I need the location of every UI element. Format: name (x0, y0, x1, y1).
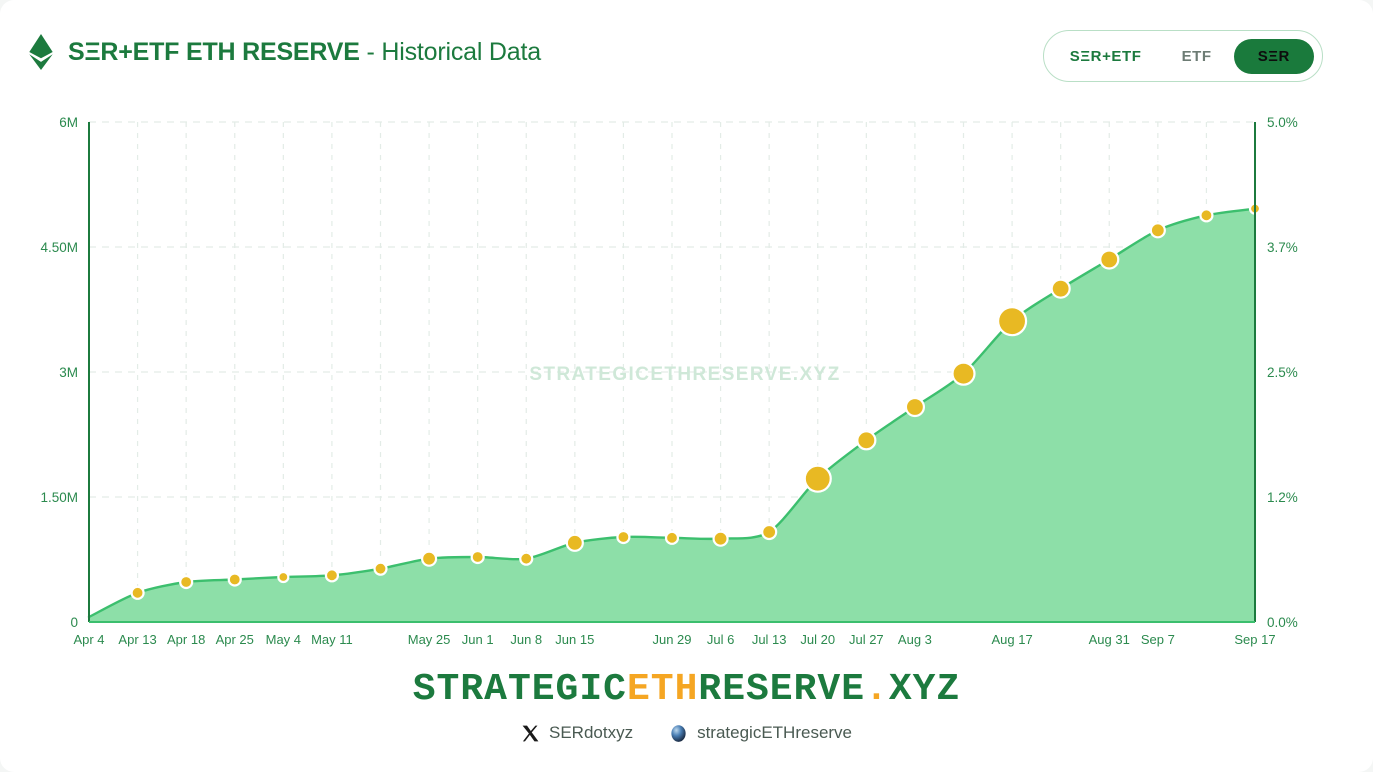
social-links: SERdotxyz strategicETHreserve (0, 723, 1373, 743)
data-point-marker[interactable] (1050, 278, 1071, 299)
brand-part-1: STRATEGIC (412, 668, 627, 711)
x-axis-tick: May 25 (408, 632, 451, 647)
x-axis-tick: Sep 17 (1234, 632, 1275, 647)
data-point-marker[interactable] (904, 396, 926, 418)
toggle-ser-plus-etf[interactable]: SΞR+ETF (1052, 39, 1160, 74)
x-axis-tick: Jul 6 (707, 632, 734, 647)
data-point-marker[interactable] (324, 568, 340, 583)
data-point-marker[interactable] (803, 464, 832, 493)
x-axis-tick: Jun 29 (652, 632, 691, 647)
x-axis-labels: Apr 4 Apr 13 Apr 18 Apr 25 May 4 May 11 May 25… (73, 632, 1275, 647)
x-axis-tick: Aug 3 (898, 632, 932, 647)
data-point-marker[interactable] (179, 574, 194, 590)
historical-reserve-area-chart[interactable]: STRATEGICETHRESERVE.XYZ 01.50M3M4.50M6M … (0, 106, 1373, 658)
x-axis-tick: Jul 13 (752, 632, 787, 647)
x-axis-tick: Sep 7 (1141, 632, 1175, 647)
dataset-toggle-group[interactable]: SΞR+ETF ETF SΞR (1042, 30, 1323, 82)
x-twitter-icon (522, 725, 539, 741)
x-axis-tick: May 4 (266, 632, 301, 647)
brand-dot: . (865, 668, 889, 711)
social-link-x[interactable]: SERdotxyz (521, 723, 633, 743)
ethereum-diamond-icon (29, 34, 53, 70)
x-axis-tick: May 11 (311, 632, 353, 647)
reserve-area-fill (89, 208, 1255, 623)
site-footer: STRATEGICETHRESERVE.XYZ SERdotxyz (0, 658, 1373, 772)
data-point-marker[interactable] (277, 570, 290, 584)
data-point-marker[interactable] (664, 530, 680, 545)
brand-part-2: RESERVE (698, 668, 866, 711)
data-point-marker[interactable] (565, 533, 584, 552)
y-axis-left-tick: 1.50M (40, 490, 78, 505)
y-axis-left-tick: 0 (70, 615, 78, 630)
y-axis-left-labels: 0 1.50M 3M 4.50M 6M (40, 115, 78, 630)
y-axis-right-tick: 2.5% (1267, 365, 1298, 380)
y-axis-right-tick: 5.0% (1267, 115, 1298, 130)
y-axis-left-tick: 4.50M (40, 240, 78, 255)
chart-header: SΞR+ETF ETH RESERVE - Historical Data SΞ… (0, 0, 1373, 106)
data-point-marker[interactable] (1149, 222, 1166, 239)
watermark-text: STRATEGICETHRESERVE.XYZ (529, 364, 840, 385)
title-separator: - (359, 37, 382, 66)
y-axis-left-tick: 3M (59, 365, 78, 380)
data-point-markers[interactable] (130, 202, 1262, 600)
y-axis-right-tick: 0.0% (1267, 615, 1298, 630)
data-point-marker[interactable] (130, 585, 145, 600)
title-main: SΞR+ETF ETH RESERVE (68, 37, 360, 66)
x-axis-tick: Jun 15 (555, 632, 594, 647)
data-point-marker[interactable] (519, 551, 534, 566)
x-axis-tick: Aug 17 (991, 632, 1032, 647)
y-axis-right-tick: 3.7% (1267, 240, 1298, 255)
social-handle-x: SERdotxyz (548, 723, 634, 742)
x-axis-tick: Apr 13 (118, 632, 156, 647)
x-axis-tick: Jun 8 (510, 632, 542, 647)
brand-eth: ETH (626, 668, 699, 711)
data-point-marker[interactable] (761, 523, 778, 541)
toggle-etf[interactable]: ETF (1164, 39, 1230, 74)
data-point-marker[interactable] (856, 430, 877, 451)
social-link-globe[interactable]: strategicETHreserve (669, 723, 852, 743)
data-point-marker[interactable] (420, 550, 438, 567)
data-point-marker[interactable] (996, 306, 1028, 337)
x-axis-tick: Jul 20 (800, 632, 835, 647)
data-point-marker[interactable] (616, 529, 631, 545)
x-axis-tick: Jul 27 (849, 632, 884, 647)
data-point-marker[interactable] (1199, 208, 1214, 223)
x-axis-tick: Jun 1 (462, 632, 494, 647)
chart-plot-area: STRATEGICETHRESERVE.XYZ 0 1.50M 3M 4.50M 6M … (0, 106, 1373, 658)
data-point-marker[interactable] (712, 530, 729, 547)
page-title-text: SΞR+ETF ETH RESERVE - Historical Data (68, 38, 541, 67)
toggle-ser[interactable]: SΞR (1233, 38, 1314, 74)
data-point-marker[interactable] (1099, 249, 1120, 270)
social-handle-globe: strategicETHreserve (697, 723, 853, 742)
y-axis-right-tick: 1.2% (1267, 490, 1298, 505)
x-axis-tick: Apr 4 (73, 632, 104, 647)
x-axis-tick: Apr 25 (216, 632, 254, 647)
data-point-marker[interactable] (373, 561, 388, 576)
brand-wordmark: STRATEGICETHRESERVE.XYZ (0, 668, 1373, 711)
y-axis-left-tick: 6M (59, 115, 78, 130)
globe-sphere-icon (671, 724, 686, 742)
title-subtitle: Historical Data (381, 37, 541, 66)
x-axis-tick: Aug 31 (1089, 632, 1130, 647)
data-point-marker[interactable] (227, 572, 242, 587)
x-axis-tick: Apr 18 (167, 632, 205, 647)
y-axis-right-labels: 0.0% 1.2% 2.5% 3.7% 5.0% (1267, 115, 1298, 630)
page-title: SΞR+ETF ETH RESERVE - Historical Data (28, 34, 541, 70)
data-point-marker[interactable] (951, 361, 976, 386)
data-point-marker[interactable] (470, 549, 485, 565)
brand-tld: XYZ (888, 668, 961, 711)
